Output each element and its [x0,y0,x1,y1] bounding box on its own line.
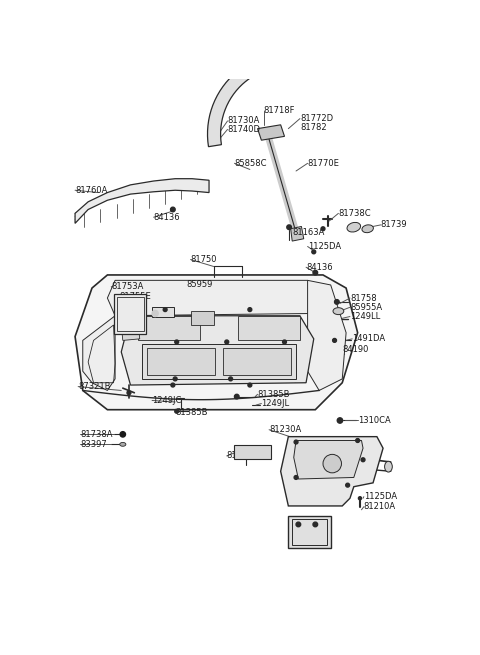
Circle shape [313,522,318,527]
Polygon shape [207,54,278,147]
Circle shape [225,340,228,344]
Text: 81758: 81758 [350,293,377,303]
FancyBboxPatch shape [152,307,174,317]
Text: 81163A: 81163A [292,228,324,237]
Circle shape [175,340,179,344]
Circle shape [294,440,298,444]
Polygon shape [75,275,358,409]
Ellipse shape [384,461,392,472]
Circle shape [170,207,175,212]
Text: 1249JL: 1249JL [262,399,289,408]
Circle shape [333,339,336,343]
Polygon shape [121,324,140,341]
Ellipse shape [347,223,360,232]
FancyBboxPatch shape [147,348,215,375]
Text: 81750: 81750 [191,255,217,264]
Circle shape [312,250,316,253]
Circle shape [346,483,349,487]
Circle shape [175,409,179,413]
Circle shape [359,496,361,500]
Text: 81718F: 81718F [264,107,295,115]
Circle shape [163,308,167,312]
Circle shape [234,394,239,399]
Text: 81753A: 81753A [111,282,144,291]
FancyBboxPatch shape [238,316,300,341]
Circle shape [152,310,158,316]
FancyBboxPatch shape [114,294,146,334]
Text: 81385B: 81385B [258,390,290,399]
Text: 81782: 81782 [300,122,326,132]
Circle shape [296,522,300,527]
Text: 1249LL: 1249LL [350,312,380,321]
Circle shape [228,377,232,381]
Polygon shape [294,441,363,479]
Circle shape [283,340,287,344]
Text: 81738A: 81738A [81,430,113,439]
FancyBboxPatch shape [234,445,271,459]
Circle shape [120,432,125,437]
Polygon shape [281,437,383,506]
Ellipse shape [362,225,373,233]
Circle shape [313,271,318,275]
Text: 1125DA: 1125DA [308,242,341,251]
Text: 85959: 85959 [186,280,212,290]
Text: 1125DA: 1125DA [364,492,397,501]
Text: 81757B: 81757B [227,451,259,460]
Polygon shape [291,227,304,241]
Text: 1310CA: 1310CA [358,416,390,425]
Circle shape [337,418,343,423]
Circle shape [248,308,252,312]
FancyBboxPatch shape [223,348,291,375]
FancyBboxPatch shape [142,345,296,379]
Text: 85858C: 85858C [234,159,267,168]
Circle shape [171,383,175,387]
Text: 87321B: 87321B [78,382,110,391]
Text: 81755E: 81755E [119,292,151,301]
Text: 85955A: 85955A [350,303,382,312]
Circle shape [356,439,360,442]
Text: 81770E: 81770E [308,159,339,168]
Text: 84190: 84190 [342,345,369,354]
Polygon shape [308,280,346,390]
Text: 81760A: 81760A [75,186,108,195]
Circle shape [127,391,131,395]
Polygon shape [108,280,323,316]
Polygon shape [121,316,314,385]
Text: 81385B: 81385B [175,407,208,417]
Circle shape [321,227,325,231]
Circle shape [361,458,365,462]
FancyBboxPatch shape [138,316,200,341]
Polygon shape [258,125,285,140]
Text: 1249JA: 1249JA [274,375,303,383]
Text: 81740D: 81740D [228,125,261,134]
Text: 1491DA: 1491DA [352,334,385,343]
Polygon shape [75,179,209,223]
Circle shape [323,455,341,473]
Text: 81772D: 81772D [300,114,333,123]
Text: 1249JC: 1249JC [152,396,181,405]
Text: 81738C: 81738C [338,209,371,218]
Text: 84136: 84136 [154,213,180,221]
Text: 81730A: 81730A [228,117,260,126]
Circle shape [248,383,252,387]
Ellipse shape [333,308,344,314]
Circle shape [335,299,339,304]
FancyBboxPatch shape [191,311,214,325]
Circle shape [294,476,298,479]
Circle shape [287,225,291,229]
Circle shape [173,377,177,381]
Text: 81230A: 81230A [269,425,301,434]
Text: 1017CB: 1017CB [288,536,321,545]
Text: 81210A: 81210A [364,502,396,511]
FancyBboxPatch shape [288,516,331,548]
Ellipse shape [120,442,126,446]
Text: 83397: 83397 [81,440,107,449]
Polygon shape [83,316,115,390]
Text: 84136: 84136 [306,263,333,272]
Text: 81739: 81739 [381,220,408,229]
